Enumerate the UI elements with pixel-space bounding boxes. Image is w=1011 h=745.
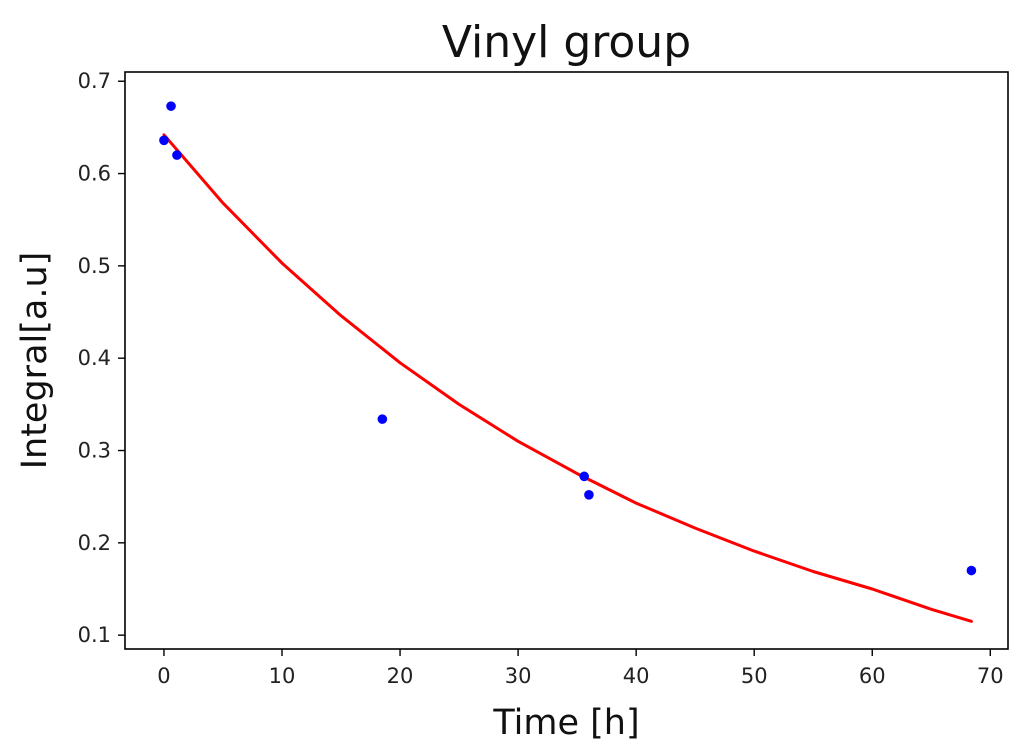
data-point [159,135,169,146]
data-point [166,101,176,111]
plot-area [124,71,1009,650]
x-axis-ticks: 0 10 20 30 40 50 60 70 [157,649,1004,688]
x-tick-label: 40 [623,664,650,688]
data-point [579,471,590,482]
y-tick-label: 0.4 [78,346,111,370]
data-point [584,490,594,500]
plot-frame [124,71,1009,650]
x-tick-label: 20 [387,664,414,688]
y-axis-title: Integral[a.u] [15,252,55,470]
x-axis-title: Time [h] [492,703,639,743]
x-tick-label: 60 [859,664,886,688]
x-tick-label: 0 [157,664,170,688]
x-tick-label: 50 [741,664,768,688]
x-tick-label: 10 [269,664,296,688]
y-tick-label: 0.1 [78,623,111,647]
x-tick-label: 70 [977,664,1004,688]
y-tick-label: 0.2 [78,531,111,555]
y-tick-label: 0.3 [78,439,111,463]
data-point [172,150,182,160]
y-tick-label: 0.7 [78,69,111,93]
y-tick-label: 0.6 [78,162,111,186]
fit-curve [162,133,973,623]
y-tick-label: 0.5 [78,254,111,278]
x-tick-label: 30 [505,664,532,688]
data-point [966,565,977,576]
chart-title: Vinyl group [442,17,691,68]
y-axis-ticks: 0.1 0.2 0.3 0.4 0.5 0.6 0.7 [78,69,125,647]
data-point [377,414,388,424]
